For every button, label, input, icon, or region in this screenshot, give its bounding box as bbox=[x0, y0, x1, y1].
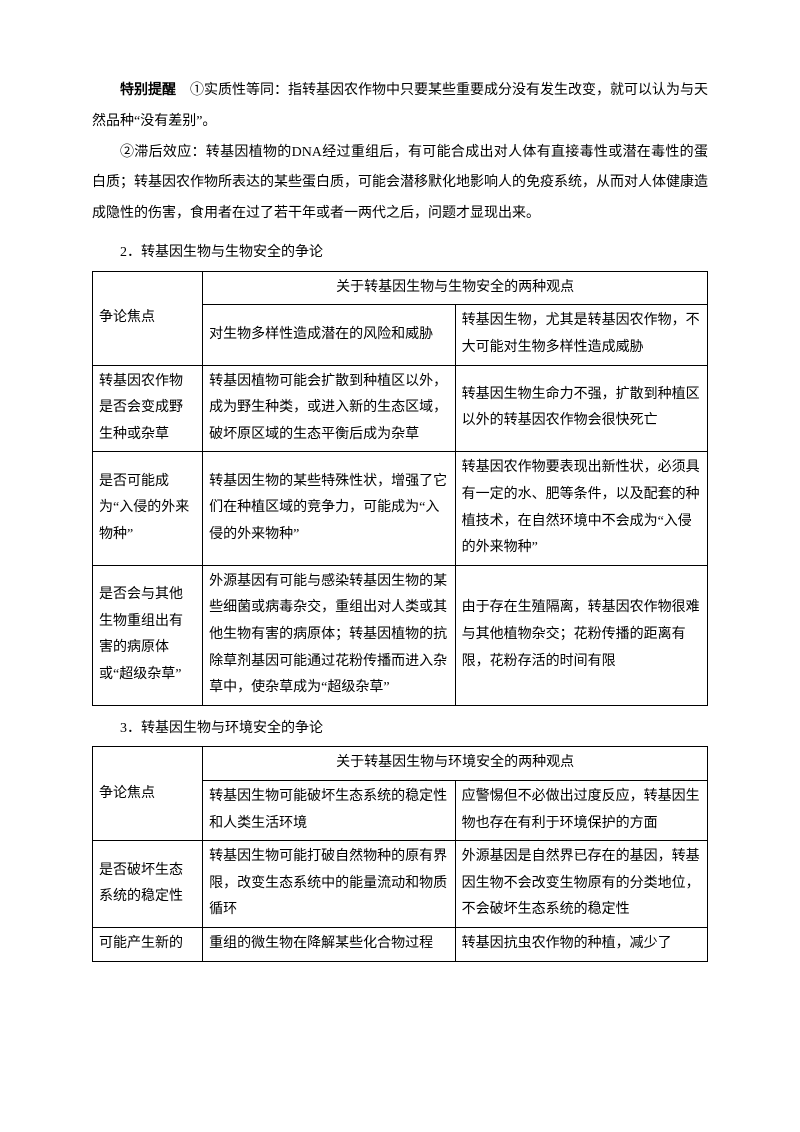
table-row: 转基因农作物是否会变成野生种或杂草 转基因植物可能会扩散到种植区以外，成为野生种… bbox=[93, 365, 708, 452]
special-reminder-heading: 特别提醒 bbox=[120, 83, 176, 98]
intro-p1-text: ①实质性等同：指转基因农作物中只要某些重要成分没有发生改变，就可以认为与天然品种… bbox=[92, 83, 708, 129]
two-views-header: 关于转基因生物与生物安全的两种观点 bbox=[203, 271, 708, 305]
view-a-header: 对生物多样性造成潜在的风险和威胁 bbox=[203, 305, 455, 365]
row-view-a: 外源基因有可能与感染转基因生物的某些细菌或病毒杂交，重组出对人类或其他生物有害的… bbox=[203, 565, 455, 705]
view-b-header: 应警惕但不必做出过度反应，转基因生物也存在有利于环境保护的方面 bbox=[455, 781, 707, 841]
row-topic: 可能产生新的 bbox=[93, 928, 203, 962]
debate-focus-header: 争论焦点 bbox=[93, 271, 203, 365]
two-views-header: 关于转基因生物与环境安全的两种观点 bbox=[203, 747, 708, 781]
row-view-b: 转基因生物生命力不强，扩散到种植区以外的转基因农作物会很快死亡 bbox=[455, 365, 707, 452]
intro-paragraph-2: ②滞后效应：转基因植物的DNA经过重组后，有可能合成出对人体有直接毒性或潜在毒性… bbox=[92, 138, 708, 230]
table-row: 争论焦点 关于转基因生物与生物安全的两种观点 bbox=[93, 271, 708, 305]
table-row: 可能产生新的 重组的微生物在降解某些化合物过程 转基因抗虫农作物的种植，减少了 bbox=[93, 928, 708, 962]
row-view-a: 转基因生物可能打破自然物种的原有界限，改变生态系统中的能量流动和物质循环 bbox=[203, 841, 455, 928]
row-view-a: 重组的微生物在降解某些化合物过程 bbox=[203, 928, 455, 962]
row-topic: 是否可能成为“入侵的外来物种” bbox=[93, 452, 203, 565]
row-view-b: 由于存在生殖隔离，转基因农作物很难与其他植物杂交；花粉传播的距离有限，花粉存活的… bbox=[455, 565, 707, 705]
view-a-header: 转基因生物可能破坏生态系统的稳定性和人类生活环境 bbox=[203, 781, 455, 841]
row-view-a: 转基因生物的某些特殊性状，增强了它们在种植区域的竞争力，可能成为“入侵的外来物种… bbox=[203, 452, 455, 565]
row-topic: 转基因农作物是否会变成野生种或杂草 bbox=[93, 365, 203, 452]
table-row: 争论焦点 关于转基因生物与环境安全的两种观点 bbox=[93, 747, 708, 781]
debate-focus-header: 争论焦点 bbox=[93, 747, 203, 841]
env-safety-debate-table: 争论焦点 关于转基因生物与环境安全的两种观点 转基因生物可能破坏生态系统的稳定性… bbox=[92, 746, 708, 961]
row-topic: 是否会与其他生物重组出有害的病原体或“超级杂草” bbox=[93, 565, 203, 705]
row-view-b: 外源基因是自然界已存在的基因，转基因生物不会改变生物原有的分类地位，不会破坏生态… bbox=[455, 841, 707, 928]
row-view-a: 转基因植物可能会扩散到种植区以外，成为野生种类，或进入新的生态区域，破坏原区域的… bbox=[203, 365, 455, 452]
intro-paragraph-1: 特别提醒 ①实质性等同：指转基因农作物中只要某些重要成分没有发生改变，就可以认为… bbox=[92, 76, 708, 138]
row-topic: 是否破坏生态系统的稳定性 bbox=[93, 841, 203, 928]
table-row: 是否破坏生态系统的稳定性 转基因生物可能打破自然物种的原有界限，改变生态系统中的… bbox=[93, 841, 708, 928]
biosafety-debate-table: 争论焦点 关于转基因生物与生物安全的两种观点 对生物多样性造成潜在的风险和威胁 … bbox=[92, 271, 708, 706]
table-row: 是否会与其他生物重组出有害的病原体或“超级杂草” 外源基因有可能与感染转基因生物… bbox=[93, 565, 708, 705]
view-b-header: 转基因生物，尤其是转基因农作物，不大可能对生物多样性造成威胁 bbox=[455, 305, 707, 365]
row-view-b: 转基因抗虫农作物的种植，减少了 bbox=[455, 928, 707, 962]
section-2-title: 2．转基因生物与生物安全的争论 bbox=[92, 238, 708, 269]
table-row: 是否可能成为“入侵的外来物种” 转基因生物的某些特殊性状，增强了它们在种植区域的… bbox=[93, 452, 708, 565]
section-3-title: 3．转基因生物与环境安全的争论 bbox=[92, 714, 708, 745]
row-view-b: 转基因农作物要表现出新性状，必须具有一定的水、肥等条件，以及配套的种植技术，在自… bbox=[455, 452, 707, 565]
